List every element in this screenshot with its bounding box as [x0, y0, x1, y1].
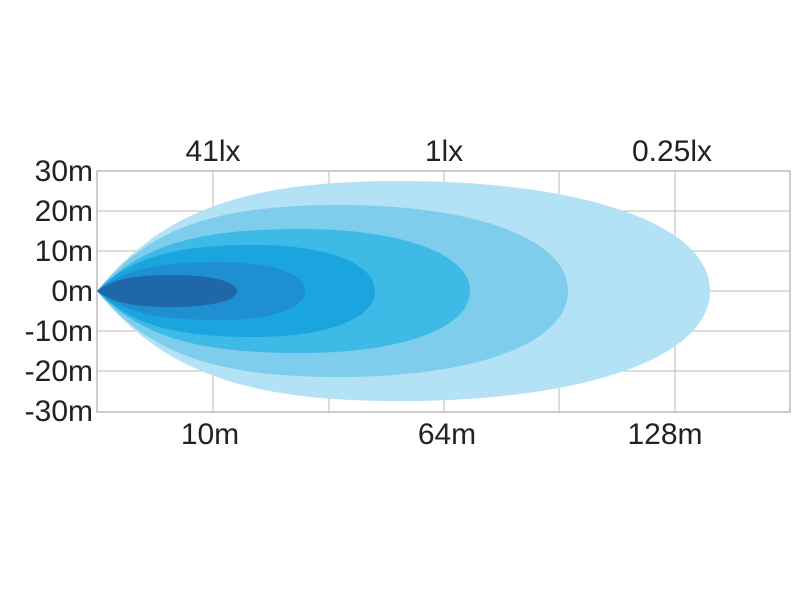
y-label: 10m: [35, 235, 93, 268]
top-label: 1lx: [425, 135, 463, 168]
y-label: -30m: [25, 395, 93, 428]
y-label: -10m: [25, 315, 93, 348]
y-label: -20m: [25, 355, 93, 388]
top-label: 41lx: [185, 135, 240, 168]
bottom-label: 64m: [418, 418, 476, 451]
beam-zone: [97, 275, 237, 307]
top-label: 0.25lx: [632, 135, 712, 168]
y-label: 20m: [35, 195, 93, 228]
y-label: 30m: [35, 155, 93, 188]
beam-shapes: [97, 181, 710, 401]
bottom-label: 10m: [181, 418, 239, 451]
y-label: 0m: [51, 275, 93, 308]
bottom-label: 128m: [627, 418, 702, 451]
